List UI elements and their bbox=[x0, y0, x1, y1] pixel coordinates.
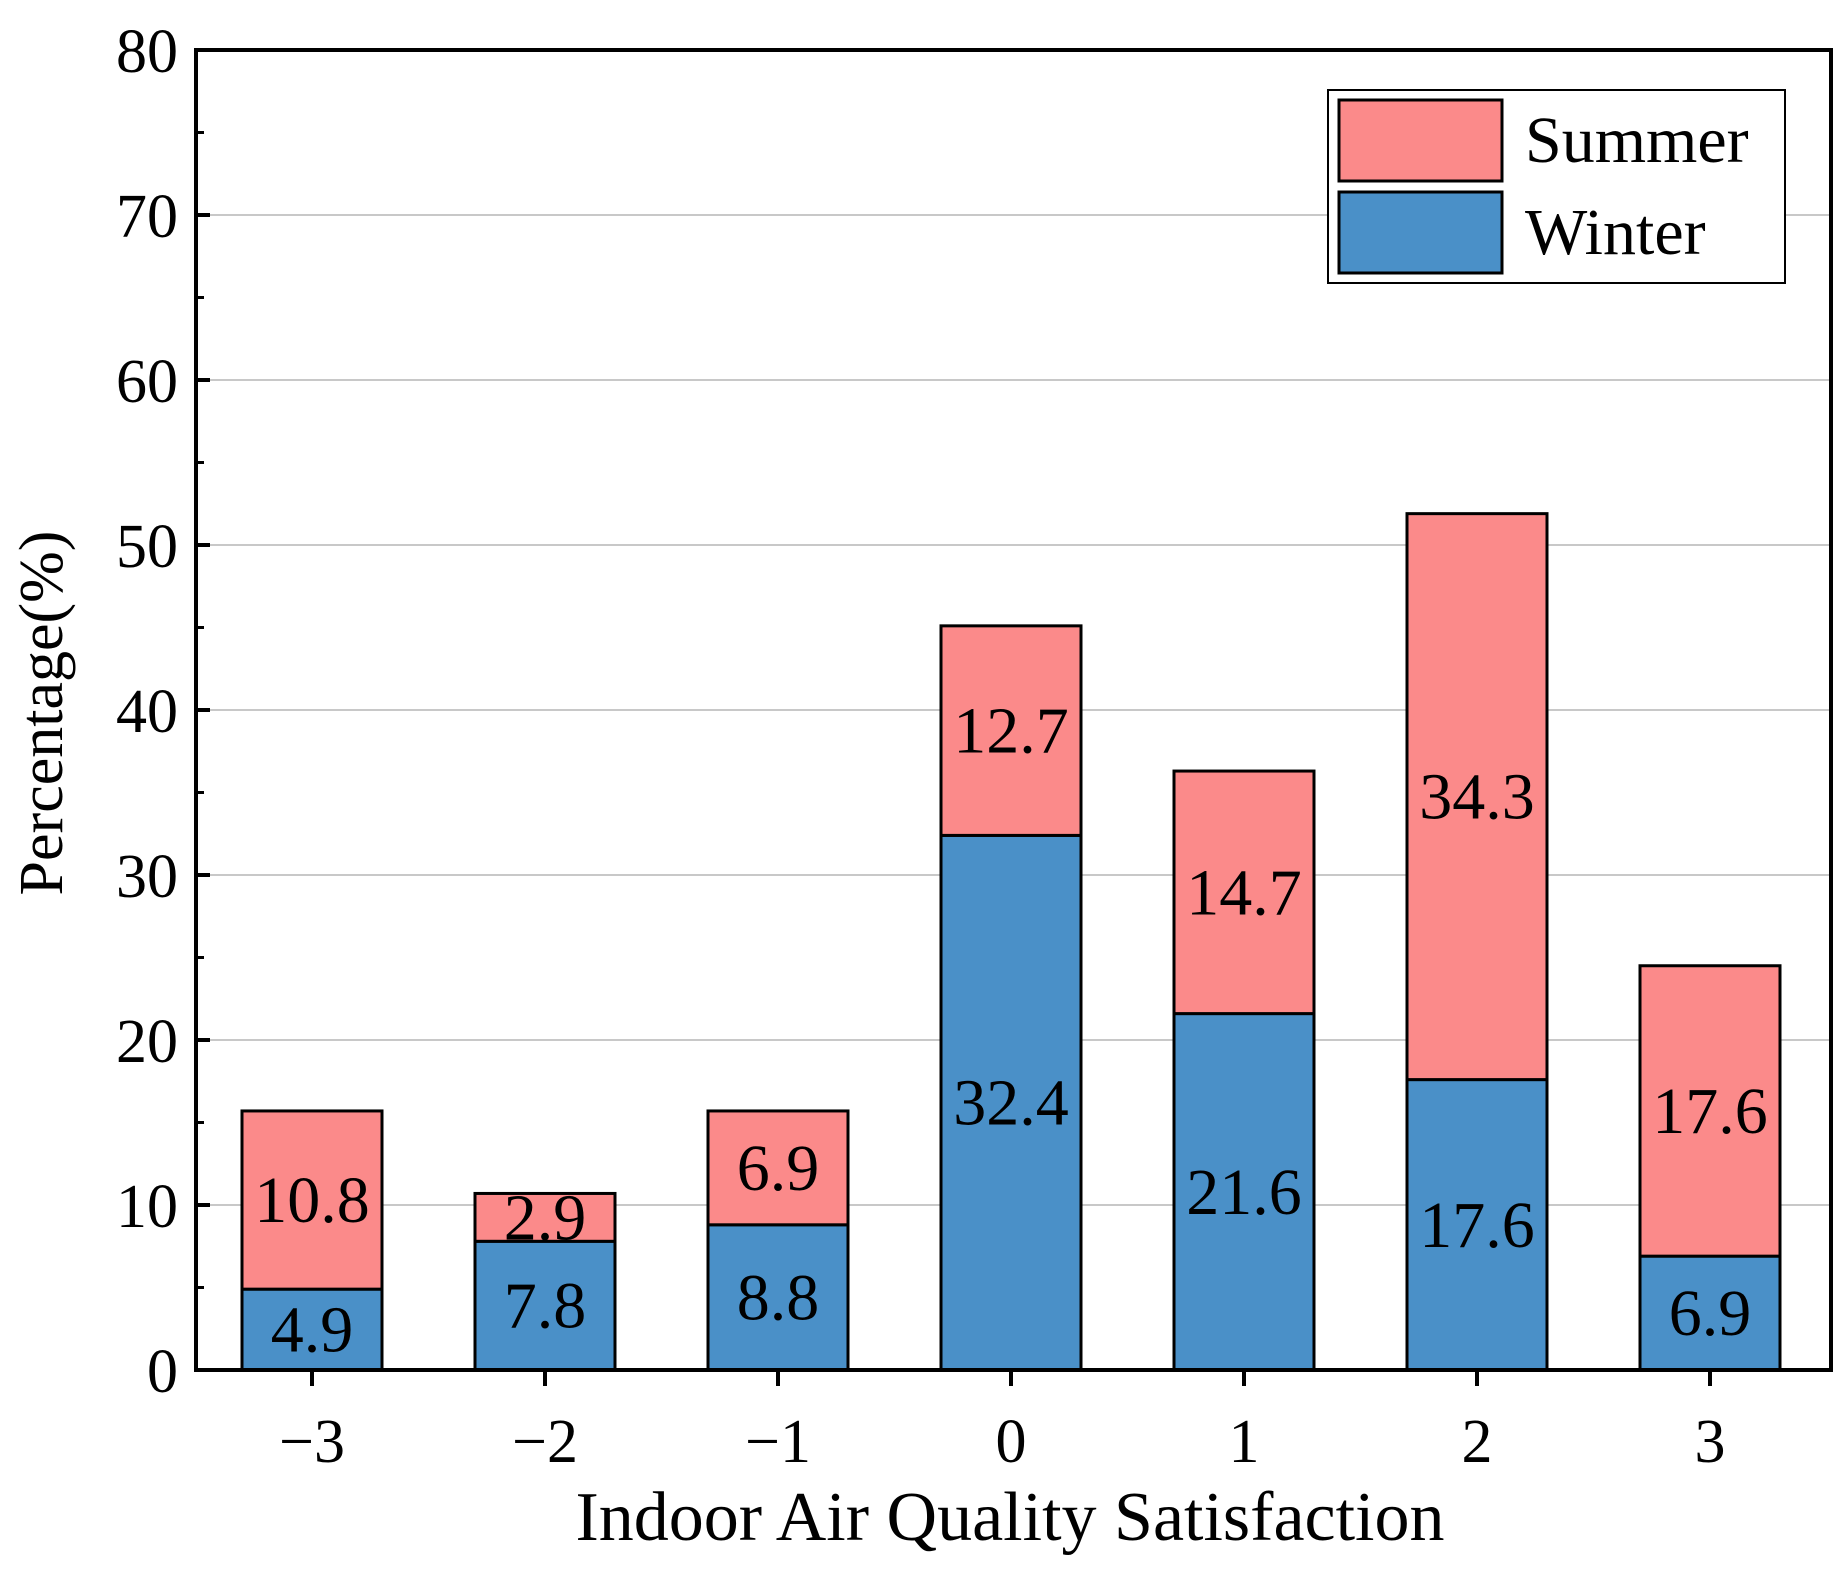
x-axis-label: Indoor Air Quality Satisfaction bbox=[575, 1479, 1444, 1556]
x-tick-label-3: 0 bbox=[996, 1408, 1027, 1476]
bar-summer-2 bbox=[706, 1109, 850, 1227]
bar-summer-4 bbox=[1172, 769, 1316, 1016]
bar-summer-0 bbox=[240, 1109, 384, 1291]
data-label-winter-0: 4.9 bbox=[271, 1294, 354, 1367]
bar-winter-1 bbox=[473, 1239, 617, 1372]
y-tick-label-50: 50 bbox=[116, 513, 178, 581]
data-label-summer-0: 10.8 bbox=[254, 1164, 370, 1237]
legend: Summer Winter bbox=[1327, 89, 1786, 284]
y-tick-label-30: 30 bbox=[116, 843, 178, 911]
data-label-winter-5: 17.6 bbox=[1419, 1189, 1535, 1262]
bar-summer-5 bbox=[1405, 512, 1549, 1082]
bar-winter-6 bbox=[1638, 1254, 1782, 1372]
y-tick-label-20: 20 bbox=[116, 1008, 178, 1076]
x-tick-label-6: 3 bbox=[1695, 1408, 1726, 1476]
data-label-summer-6: 17.6 bbox=[1652, 1075, 1768, 1148]
y-tick-label-0: 0 bbox=[147, 1338, 178, 1406]
legend-label-winter: Winter bbox=[1525, 196, 1706, 269]
x-tick-label-2: −1 bbox=[745, 1408, 811, 1476]
bar-summer-6 bbox=[1638, 964, 1782, 1258]
data-label-summer-5: 34.3 bbox=[1419, 761, 1535, 834]
bars bbox=[240, 512, 1782, 1372]
y-tick-label-70: 70 bbox=[116, 183, 178, 251]
x-tick-label-5: 2 bbox=[1462, 1408, 1493, 1476]
y-tick-label-10: 10 bbox=[116, 1173, 178, 1241]
y-tick-label-40: 40 bbox=[116, 678, 178, 746]
data-label-winter-3: 32.4 bbox=[953, 1067, 1069, 1140]
data-label-winter-2: 8.8 bbox=[737, 1261, 820, 1334]
x-tick-label-1: −2 bbox=[512, 1408, 578, 1476]
data-label-summer-3: 12.7 bbox=[953, 695, 1069, 768]
bar-winter-3 bbox=[939, 833, 1083, 1372]
legend-swatch-winter bbox=[1337, 190, 1504, 275]
bar-winter-5 bbox=[1405, 1078, 1549, 1372]
y-tick-label-80: 80 bbox=[116, 18, 178, 86]
axes: 0 10 20 30 40 50 60 70 80 −3 −2 −1 0 1 2 3 bbox=[116, 18, 1833, 1476]
data-label-summer-1: 2.9 bbox=[504, 1181, 587, 1254]
x-tick-label-0: −3 bbox=[279, 1408, 345, 1476]
bar-summer-1 bbox=[473, 1191, 617, 1243]
data-label-winter-1: 7.8 bbox=[504, 1270, 587, 1343]
bar-summer-3 bbox=[939, 624, 1083, 837]
data-label-summer-4: 14.7 bbox=[1186, 856, 1302, 929]
y-tick-label-60: 60 bbox=[116, 348, 178, 416]
bar-winter-4 bbox=[1172, 1012, 1316, 1372]
legend-label-summer: Summer bbox=[1525, 104, 1749, 177]
data-labels: 4.9 7.8 8.8 32.4 21.6 17.6 6.9 10.8 2.9 6.9 12.7 14… bbox=[254, 695, 1768, 1367]
data-label-winter-6: 6.9 bbox=[1669, 1277, 1752, 1350]
x-tick-label-4: 1 bbox=[1229, 1408, 1260, 1476]
y-axis-label: Percentage(%) bbox=[8, 531, 76, 896]
data-label-summer-2: 6.9 bbox=[737, 1132, 820, 1205]
data-label-winter-4: 21.6 bbox=[1186, 1156, 1302, 1229]
bar-winter-2 bbox=[706, 1223, 850, 1372]
legend-swatch-summer bbox=[1337, 98, 1504, 183]
